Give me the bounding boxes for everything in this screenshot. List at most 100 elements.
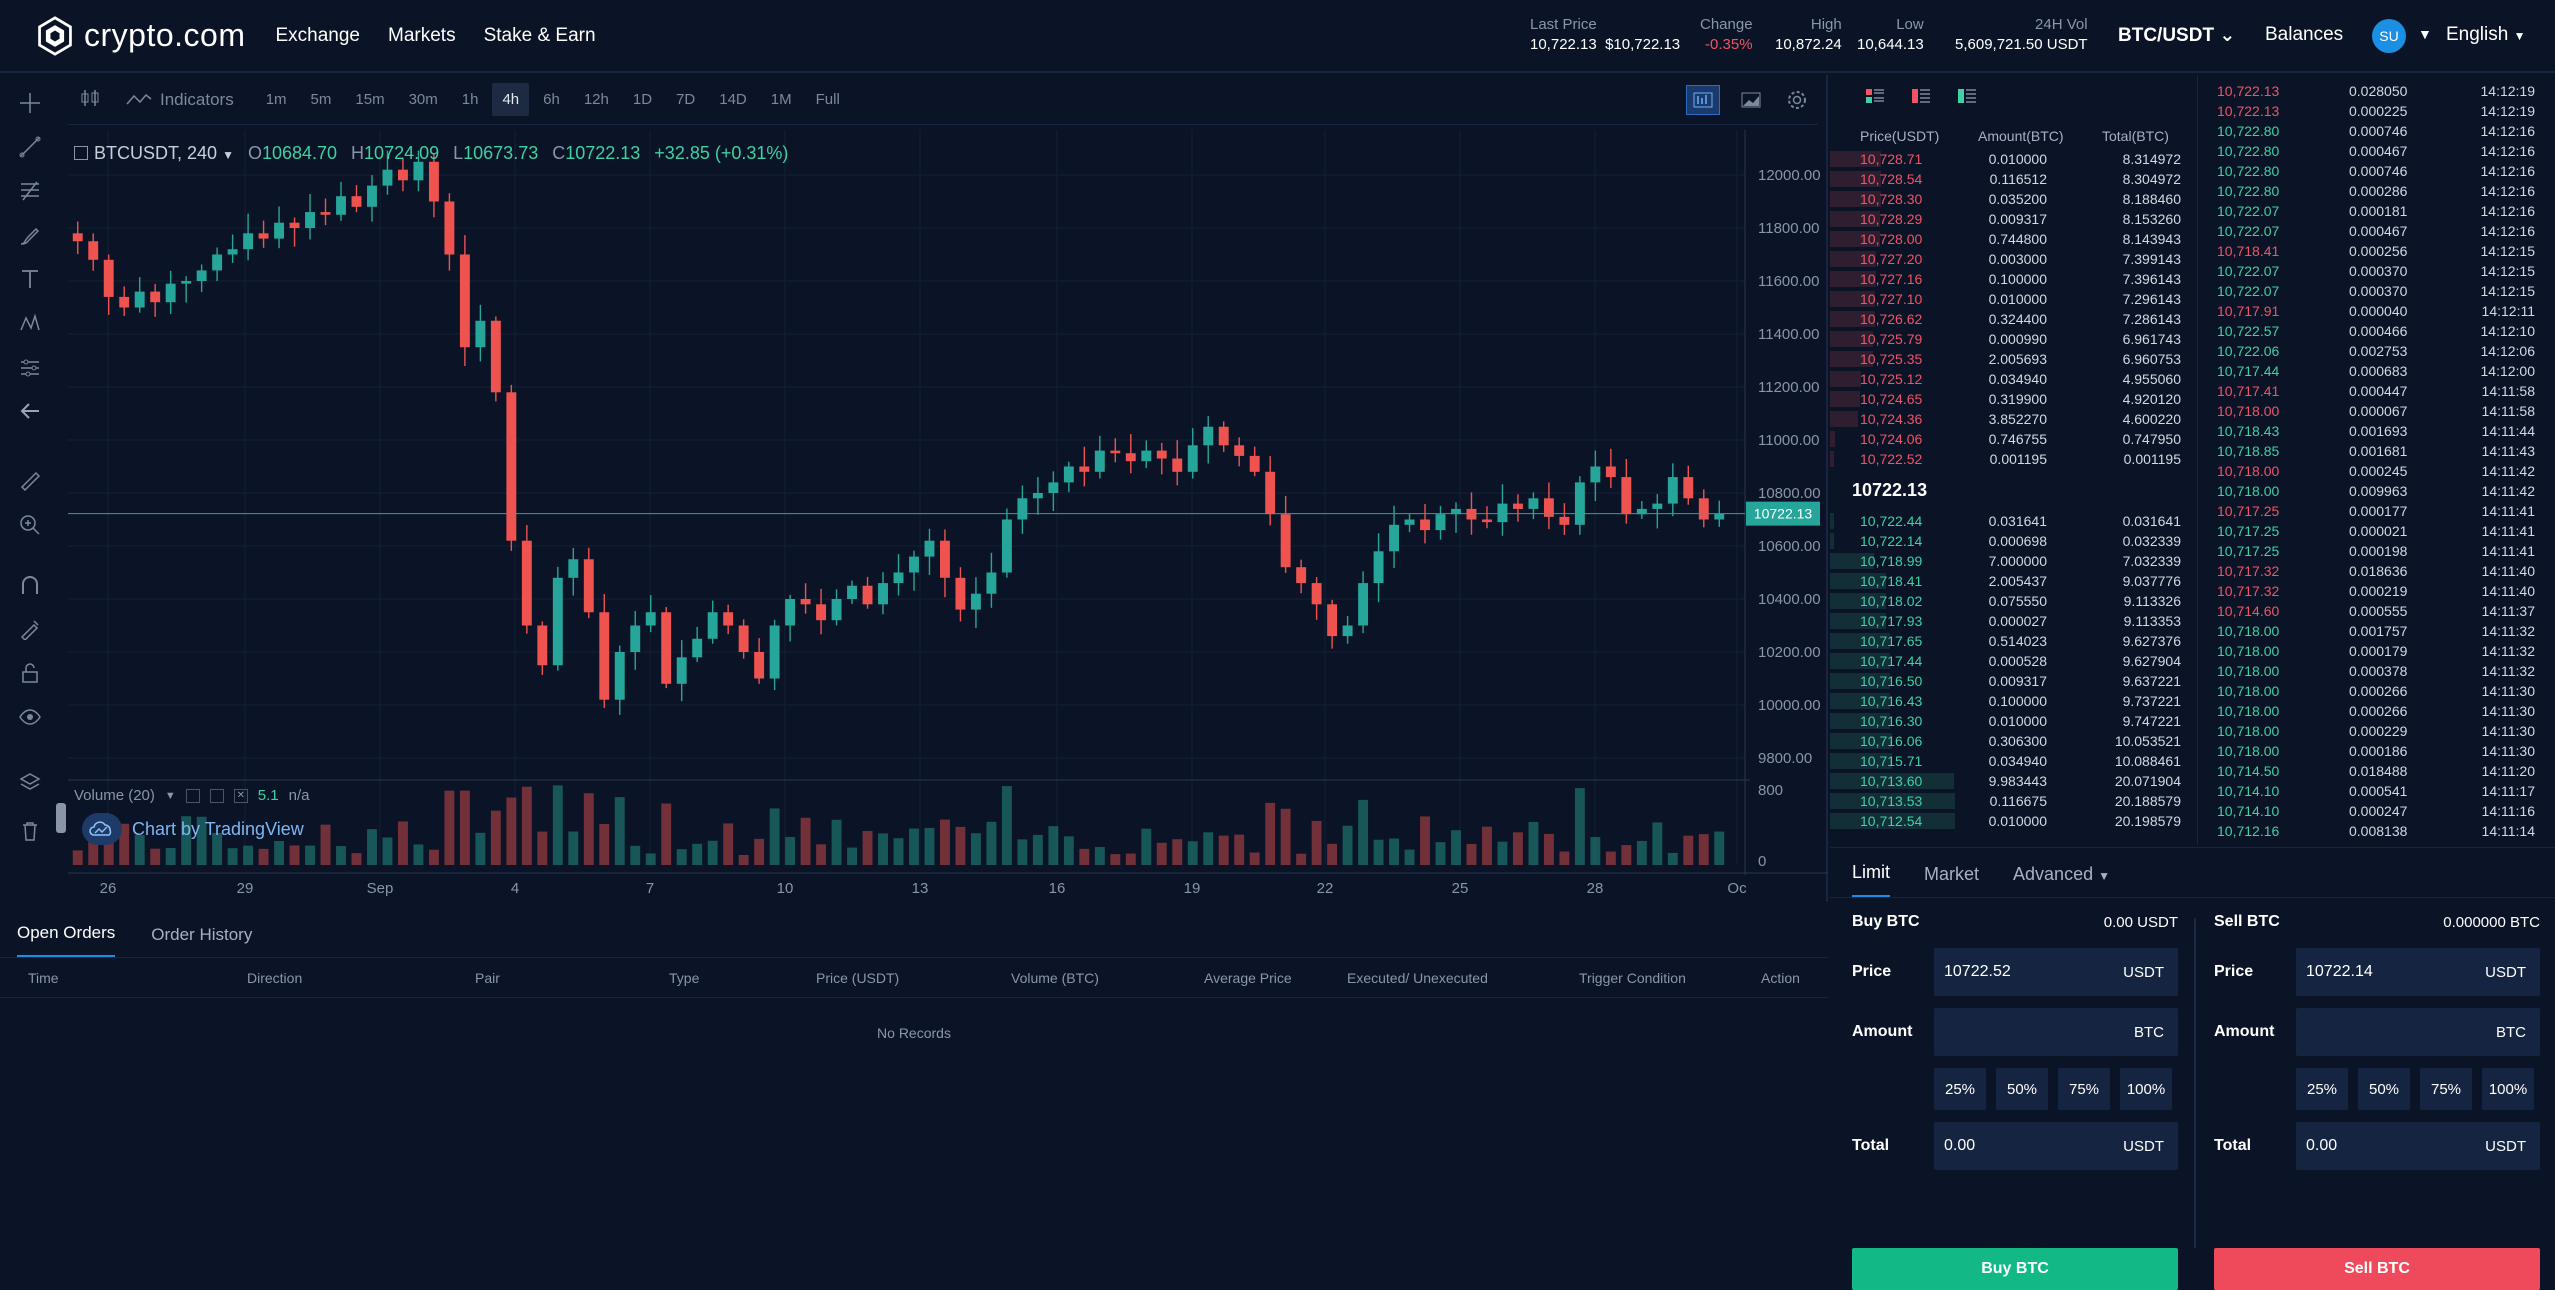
brush-icon[interactable] xyxy=(14,219,46,251)
tf-1mo[interactable]: 1M xyxy=(770,91,792,108)
tf-30m[interactable]: 30m xyxy=(408,91,438,108)
layers-icon[interactable] xyxy=(14,767,46,799)
settings-gear-icon[interactable] xyxy=(1780,85,1814,115)
bid-row[interactable]: 10,717.65 0.514023 9.627376 xyxy=(1830,631,2197,651)
ruler-icon[interactable] xyxy=(14,465,46,497)
ask-row[interactable]: 10,724.65 0.319900 4.920120 xyxy=(1830,389,2197,409)
sell-button[interactable]: Sell BTC xyxy=(2214,1248,2540,1290)
caret-down-icon[interactable]: ▼ xyxy=(164,789,176,802)
bid-row[interactable]: 10,713.60 9.983443 20.071904 xyxy=(1830,771,2197,791)
depth-chart-icon[interactable] xyxy=(1734,85,1768,115)
tf-12h[interactable]: 12h xyxy=(583,91,609,108)
ask-row[interactable]: 10,728.29 0.009317 8.153260 xyxy=(1830,209,2197,229)
nav-exchange[interactable]: Exchange xyxy=(275,24,360,46)
book-view-both-icon[interactable] xyxy=(1866,89,1884,103)
symbol-selector[interactable]: BTCUSDT, 240 ▼ xyxy=(74,143,234,164)
measure-icon[interactable] xyxy=(14,351,46,383)
tf-6h[interactable]: 6h xyxy=(543,91,560,108)
sell-total-input[interactable]: 0.00 USDT xyxy=(2296,1122,2540,1170)
ask-row[interactable]: 10,726.62 0.324400 7.286143 xyxy=(1830,309,2197,329)
tab-market[interactable]: Market xyxy=(1924,864,1980,884)
pair-selector[interactable]: BTC/USDT ⌄ xyxy=(2118,24,2235,47)
balances-link[interactable]: Balances xyxy=(2265,24,2344,45)
ask-row[interactable]: 10,725.79 0.000990 6.961743 xyxy=(1830,329,2197,349)
volume-eye-icon[interactable] xyxy=(209,788,224,803)
collapse-sidebar-handle[interactable] xyxy=(56,803,66,833)
arrow-left-icon[interactable] xyxy=(14,395,46,427)
buy-amount-input[interactable]: BTC xyxy=(1934,1008,2178,1056)
book-view-bids-icon[interactable] xyxy=(1958,89,1976,103)
candlestick-chart[interactable]: 12000.00 11800.00 11600.00 11400.00 11200.00… xyxy=(0,75,1828,902)
volume-settings-icon[interactable] xyxy=(185,788,200,803)
logo[interactable]: crypto.com xyxy=(36,15,245,56)
ask-row[interactable]: 10,727.16 0.100000 7.396143 xyxy=(1830,269,2197,289)
bid-row[interactable]: 10,722.44 0.031641 0.031641 xyxy=(1830,511,2197,531)
buy-button[interactable]: Buy BTC xyxy=(1852,1248,2178,1290)
sell-pct-75[interactable]: 75% xyxy=(2420,1068,2472,1110)
language-selector[interactable]: English ▼ xyxy=(2446,24,2526,46)
bid-row[interactable]: 10,716.06 0.306300 10.053521 xyxy=(1830,731,2197,751)
chart-type-icon[interactable] xyxy=(80,88,100,112)
tf-1d[interactable]: 1D xyxy=(632,91,653,108)
tf-5m[interactable]: 5m xyxy=(310,91,332,108)
nav-markets[interactable]: Markets xyxy=(388,24,456,46)
bid-row[interactable]: 10,718.02 0.075550 9.113326 xyxy=(1830,591,2197,611)
caret-down-icon[interactable]: ▼ xyxy=(2418,26,2432,42)
ask-row[interactable]: 10,725.35 2.005693 6.960753 xyxy=(1830,349,2197,369)
buy-pct-25[interactable]: 25% xyxy=(1934,1068,1986,1110)
tf-1m[interactable]: 1m xyxy=(265,91,287,108)
sell-pct-100[interactable]: 100% xyxy=(2482,1068,2534,1110)
fib-icon[interactable] xyxy=(14,175,46,207)
buy-pct-50[interactable]: 50% xyxy=(1996,1068,2048,1110)
buy-total-input[interactable]: 0.00 USDT xyxy=(1934,1122,2178,1170)
tab-order-history[interactable]: Order History xyxy=(151,925,253,944)
tab-advanced[interactable]: Advanced ▼ xyxy=(2013,864,2110,897)
ask-row[interactable]: 10,725.12 0.034940 4.955060 xyxy=(1830,369,2197,389)
avatar[interactable]: SU xyxy=(2372,19,2406,53)
sell-amount-input[interactable]: BTC xyxy=(2296,1008,2540,1056)
ask-row[interactable]: 10,727.20 0.003000 7.399143 xyxy=(1830,249,2197,269)
tf-14d[interactable]: 14D xyxy=(719,91,747,108)
ask-row[interactable]: 10,722.52 0.001195 0.001195 xyxy=(1830,449,2197,469)
eye-icon[interactable] xyxy=(14,701,46,733)
tradingview-chart-icon[interactable] xyxy=(1686,85,1720,115)
trash-icon[interactable] xyxy=(14,815,46,847)
sell-pct-25[interactable]: 25% xyxy=(2296,1068,2348,1110)
buy-price-input[interactable]: 10722.52 USDT xyxy=(1934,948,2178,996)
tf-1h[interactable]: 1h xyxy=(461,91,479,108)
tf-4h[interactable]: 4h xyxy=(492,83,530,116)
bid-row[interactable]: 10,712.54 0.010000 20.198579 xyxy=(1830,811,2197,831)
ask-row[interactable]: 10,728.30 0.035200 8.188460 xyxy=(1830,189,2197,209)
sell-price-input[interactable]: 10722.14 USDT xyxy=(2296,948,2540,996)
bid-row[interactable]: 10,716.43 0.100000 9.737221 xyxy=(1830,691,2197,711)
tf-full[interactable]: Full xyxy=(815,91,840,108)
tab-limit[interactable]: Limit xyxy=(1852,862,1891,897)
bid-row[interactable]: 10,716.50 0.009317 9.637221 xyxy=(1830,671,2197,691)
magnet-icon[interactable] xyxy=(14,569,46,601)
ask-row[interactable]: 10,728.54 0.116512 8.304972 xyxy=(1830,169,2197,189)
bid-row[interactable]: 10,715.71 0.034940 10.088461 xyxy=(1830,751,2197,771)
bid-row[interactable]: 10,722.14 0.000698 0.032339 xyxy=(1830,531,2197,551)
tf-15m[interactable]: 15m xyxy=(355,91,385,108)
tab-open-orders[interactable]: Open Orders xyxy=(17,923,116,957)
book-view-asks-icon[interactable] xyxy=(1912,89,1930,103)
ask-row[interactable]: 10,728.00 0.744800 8.143943 xyxy=(1830,229,2197,249)
zoom-in-icon[interactable] xyxy=(14,509,46,541)
ask-row[interactable]: 10,724.06 0.746755 0.747950 xyxy=(1830,429,2197,449)
bid-row[interactable]: 10,717.93 0.000027 9.113353 xyxy=(1830,611,2197,631)
tradingview-badge[interactable]: Chart by TradingView xyxy=(82,813,304,845)
crosshair-icon[interactable] xyxy=(14,87,46,119)
nav-stake-earn[interactable]: Stake & Earn xyxy=(483,24,596,46)
pattern-icon[interactable] xyxy=(14,307,46,339)
ask-row[interactable]: 10,724.36 3.852270 4.600220 xyxy=(1830,409,2197,429)
trend-line-icon[interactable] xyxy=(14,131,46,163)
ask-row[interactable]: 10,728.71 0.010000 8.314972 xyxy=(1830,149,2197,169)
bid-row[interactable]: 10,718.41 2.005437 9.037776 xyxy=(1830,571,2197,591)
bid-row[interactable]: 10,716.30 0.010000 9.747221 xyxy=(1830,711,2197,731)
ask-row[interactable]: 10,727.10 0.010000 7.296143 xyxy=(1830,289,2197,309)
buy-pct-75[interactable]: 75% xyxy=(2058,1068,2110,1110)
text-icon[interactable] xyxy=(14,263,46,295)
indicators-button[interactable]: Indicators xyxy=(126,90,234,110)
volume-close-icon[interactable]: ✕ xyxy=(233,788,248,803)
bid-row[interactable]: 10,717.44 0.000528 9.627904 xyxy=(1830,651,2197,671)
